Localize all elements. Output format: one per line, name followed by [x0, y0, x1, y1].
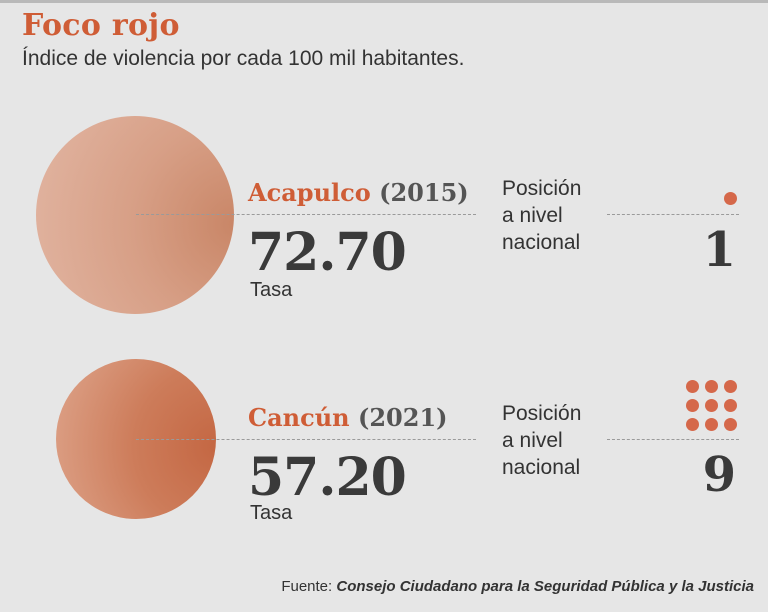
position-label-line: nacional: [502, 231, 581, 254]
position-label-line: a nivel: [502, 204, 563, 227]
cancun-rank-value: 9: [702, 447, 736, 503]
cancun-rate-value: 57.20: [248, 447, 407, 508]
position-label-line: Posición: [502, 177, 582, 200]
acapulco-rank-dashed-line: [607, 214, 739, 215]
acapulco-rank-value: 1: [702, 222, 736, 278]
acapulco-dashed-line: [136, 214, 476, 215]
rank-dot: [724, 399, 737, 412]
cancun-city-label: Cancún (2021): [248, 403, 448, 432]
acapulco-year: (2015): [379, 178, 469, 207]
rank-dot: [686, 380, 699, 393]
cancun-rate-label: Tasa: [250, 502, 293, 524]
rank-dot: [705, 399, 718, 412]
source-prefix: Fuente:: [281, 578, 333, 595]
rank-dot: [705, 418, 718, 431]
rank-dot: [705, 380, 718, 393]
acapulco-rate-label: Tasa: [250, 279, 293, 301]
position-label-line: Posición: [502, 402, 582, 425]
rank-dot: [724, 418, 737, 431]
acapulco-city-label: Acapulco (2015): [248, 178, 469, 207]
rank-dot: [686, 418, 699, 431]
acapulco-name: Acapulco: [248, 178, 371, 207]
rank-dot: [724, 380, 737, 393]
rank-dot: [724, 192, 737, 205]
cancun-dashed-line: [136, 439, 476, 440]
position-label-line: nacional: [502, 456, 581, 479]
rank-dot: [686, 399, 699, 412]
source-name: Consejo Ciudadano para la Seguridad Públ…: [336, 578, 754, 595]
acapulco-rate-value: 72.70: [248, 222, 407, 283]
cancun-position-label: Posición a nivel nacional: [502, 400, 612, 481]
position-label-line: a nivel: [502, 429, 563, 452]
source-note: Fuente: Consejo Ciudadano para la Seguri…: [281, 578, 754, 595]
chart-subtitle: Índice de violencia por cada 100 mil hab…: [22, 47, 465, 70]
cancun-name: Cancún: [248, 403, 350, 432]
acapulco-position-label: Posición a nivel nacional: [502, 175, 612, 256]
top-border: [0, 0, 768, 3]
acapulco-rate-circle: [36, 116, 234, 314]
cancun-year: (2021): [357, 403, 448, 432]
chart-title: Foco rojo: [22, 8, 180, 43]
cancun-rank-dashed-line: [607, 439, 739, 440]
